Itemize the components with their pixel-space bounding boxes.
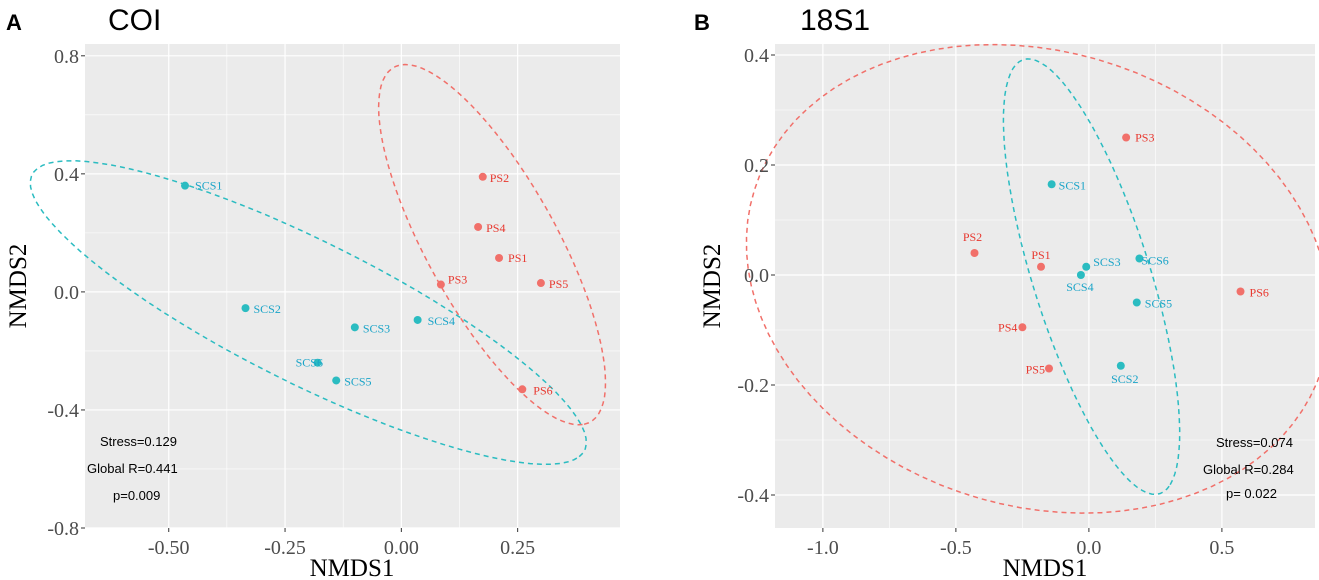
point-scs4 [1076, 271, 1085, 279]
point-ps4 [1018, 323, 1027, 332]
y-tick-label: -0.4 [47, 400, 79, 422]
panel-label-b: B [694, 10, 710, 35]
point-ps2 [478, 172, 487, 181]
point-ps4 [474, 222, 483, 231]
point-label-ps5: PS5 [549, 277, 568, 291]
panel-label-a: A [6, 10, 22, 35]
point-label-ps6: PS6 [533, 383, 552, 397]
x-axis-label-b: NMDS1 [1003, 555, 1088, 580]
point-scs3 [350, 323, 359, 332]
ellipses-a [29, 63, 607, 466]
panel-b-title: 18S1 [800, 4, 870, 37]
x-ticks-a: -0.50 -0.25 0.00 0.25 [148, 528, 535, 559]
point-scs1 [181, 181, 190, 190]
point-scs6 [1135, 254, 1144, 263]
y-tick-label: 0.4 [744, 45, 769, 67]
y-axis-label-b: NMDS2 [699, 244, 726, 329]
point-label-scs3: SCS3 [363, 321, 390, 335]
point-label-scs2: SCS2 [1111, 372, 1138, 386]
y-ticks-a: -0.8 -0.4 0.0 0.4 0.8 [47, 46, 85, 540]
plot-area-a [85, 44, 620, 528]
point-label-ps2: PS2 [963, 230, 982, 244]
point-ps1 [495, 253, 504, 262]
point-ps5 [536, 279, 545, 288]
ellipse-scs [1002, 58, 1181, 496]
y-tick-label: -0.8 [47, 518, 79, 540]
point-label-ps2: PS2 [490, 171, 509, 185]
global-r-annotation-a: Global R=0.441 [87, 461, 178, 476]
x-tick-label: -0.5 [940, 537, 972, 559]
point-label-ps3: PS3 [448, 273, 467, 287]
point-ps1 [1037, 262, 1046, 271]
point-label-scs4: SCS4 [1066, 280, 1093, 294]
ellipse-ps [377, 63, 607, 426]
grid-a [85, 44, 620, 529]
x-ticks-b: -1.0 -0.5 0.0 0.5 [807, 528, 1234, 559]
point-scs4 [413, 315, 422, 324]
x-tick-label: -0.50 [148, 537, 190, 559]
panel-a: A COI PS1 PS2 PS3 PS4 PS5 PS6 SCS1 SCS2 SCS3 SCS4… [5, 4, 620, 580]
point-label-ps6: PS6 [1250, 286, 1269, 300]
y-tick-label: 0.8 [54, 46, 79, 68]
point-label-ps4: PS4 [998, 320, 1017, 334]
y-tick-label: 0.0 [54, 282, 79, 304]
ellipse-ps [745, 43, 1319, 514]
point-scs2 [241, 304, 250, 313]
point-label-scs6: SCS6 [296, 356, 323, 370]
x-tick-label: 0.0 [1076, 537, 1101, 559]
p-value-annotation-a: p=0.009 [113, 488, 160, 503]
point-label-scs4: SCS4 [428, 314, 455, 328]
plot-area-b [775, 44, 1315, 528]
y-tick-label: 0.0 [744, 265, 769, 287]
point-label-scs3: SCS3 [1093, 255, 1120, 269]
point-ps2 [970, 249, 979, 257]
point-ps3 [1122, 133, 1131, 142]
point-scs2 [1116, 361, 1125, 370]
ellipse-scs [29, 160, 588, 466]
point-label-ps4: PS4 [486, 221, 505, 235]
x-tick-label: 0.00 [384, 537, 419, 559]
point-label-ps5: PS5 [1026, 363, 1045, 377]
y-ticks-b: -0.4 -0.2 0.0 0.2 0.4 [737, 45, 775, 507]
point-label-scs2: SCS2 [254, 302, 281, 316]
point-label-scs5: SCS5 [1145, 297, 1172, 311]
point-label-ps3: PS3 [1135, 131, 1154, 145]
y-tick-label: -0.4 [737, 485, 769, 507]
stress-annotation-a: Stress=0.129 [100, 434, 177, 449]
x-tick-label: -0.25 [264, 537, 306, 559]
x-tick-label: 0.5 [1209, 537, 1234, 559]
global-r-annotation-b: Global R=0.284 [1203, 462, 1294, 477]
y-axis-label-a: NMDS2 [5, 244, 32, 329]
p-value-annotation-b: p= 0.022 [1226, 486, 1277, 501]
x-tick-label: 0.25 [500, 537, 535, 559]
y-tick-label: 0.2 [744, 155, 769, 177]
point-scs5 [332, 376, 341, 385]
y-tick-label: -0.2 [737, 375, 769, 397]
x-axis-label-a: NMDS1 [310, 555, 395, 580]
point-scs5 [1132, 298, 1141, 307]
point-label-scs6: SCS6 [1141, 254, 1168, 268]
panel-b: B 18S1 PS1PS2PS3PS4PS5PS6SCS1SCS2SCS3SCS… [694, 4, 1319, 580]
panel-a-title: COI [108, 4, 161, 37]
point-ps5 [1044, 364, 1053, 373]
point-scs1 [1047, 180, 1056, 189]
point-ps3 [436, 280, 445, 289]
point-ps6 [1236, 287, 1245, 296]
point-label-scs1: SCS1 [195, 179, 222, 193]
point-label-ps1: PS1 [508, 251, 527, 265]
ellipses-b [745, 43, 1319, 514]
point-scs3 [1082, 262, 1091, 271]
grid-b [775, 44, 1315, 528]
point-label-ps1: PS1 [1031, 248, 1050, 262]
point-label-scs1: SCS1 [1059, 178, 1086, 192]
point-ps6 [518, 385, 527, 394]
x-tick-label: -1.0 [807, 537, 839, 559]
point-scs6 [313, 358, 322, 367]
points-a: PS1 PS2 PS3 PS4 PS5 PS6 SCS1 SCS2 SCS3 SCS4 SCS5 SC… [181, 171, 568, 397]
stress-annotation-b: Stress=0.074 [1216, 435, 1293, 450]
point-label-scs5: SCS5 [344, 374, 371, 388]
y-tick-label: 0.4 [54, 164, 79, 186]
